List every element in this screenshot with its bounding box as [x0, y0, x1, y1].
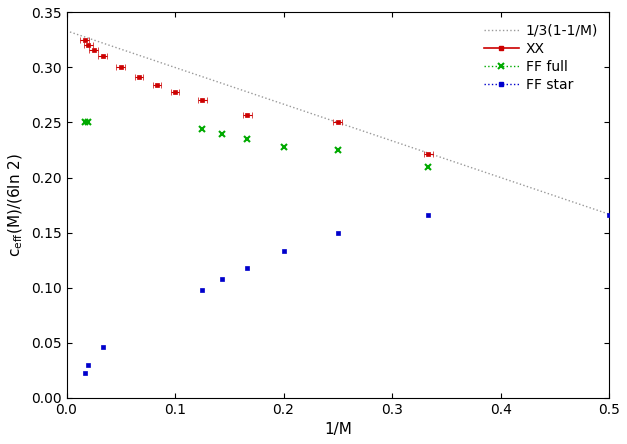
X-axis label: 1/M: 1/M: [324, 422, 352, 437]
Y-axis label: c$_{\mathsf{eff}}$(M)/(6ln 2): c$_{\mathsf{eff}}$(M)/(6ln 2): [7, 153, 25, 257]
Legend: 1/3(1-1/M), XX, FF full, FF star: 1/3(1-1/M), XX, FF full, FF star: [480, 20, 602, 96]
